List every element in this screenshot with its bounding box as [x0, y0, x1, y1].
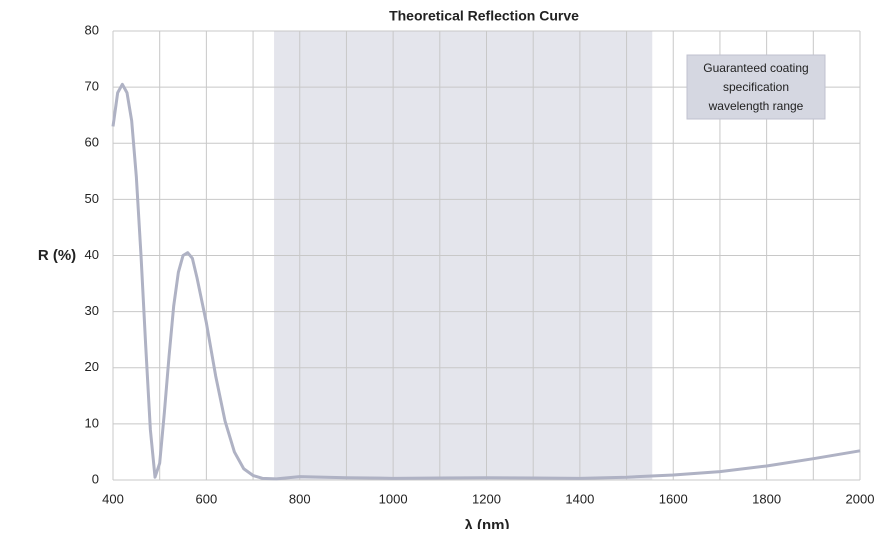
x-tick-label: 1000 [379, 491, 408, 506]
annotation-text: specification [723, 80, 789, 94]
y-tick-label: 30 [85, 303, 99, 318]
y-tick-label: 70 [85, 79, 99, 94]
chart-title: Theoretical Reflection Curve [389, 8, 579, 24]
x-axis-label: λ (nm) [465, 517, 510, 529]
y-tick-label: 10 [85, 415, 99, 430]
annotation-text: Guaranteed coating [703, 61, 808, 75]
x-tick-label: 1800 [752, 491, 781, 506]
y-tick-label: 60 [85, 135, 99, 150]
x-tick-label: 600 [196, 491, 218, 506]
y-tick-label: 0 [92, 471, 99, 486]
x-tick-label: 1600 [659, 491, 688, 506]
annotation-box [686, 54, 826, 120]
y-tick-label: 40 [85, 247, 99, 262]
x-tick-label: 1200 [472, 491, 501, 506]
x-tick-label: 800 [289, 491, 311, 506]
y-tick-label: 20 [85, 359, 99, 374]
data-line [111, 82, 861, 481]
x-tick-label: 1400 [565, 491, 594, 506]
y-tick-label: 50 [85, 191, 99, 206]
y-tick-label: 80 [85, 22, 99, 37]
annotation-text: wavelength range [708, 99, 804, 113]
y-axis-label: R (%) [38, 247, 76, 264]
x-tick-label: 400 [102, 491, 124, 506]
x-tick-label: 2000 [846, 491, 875, 506]
